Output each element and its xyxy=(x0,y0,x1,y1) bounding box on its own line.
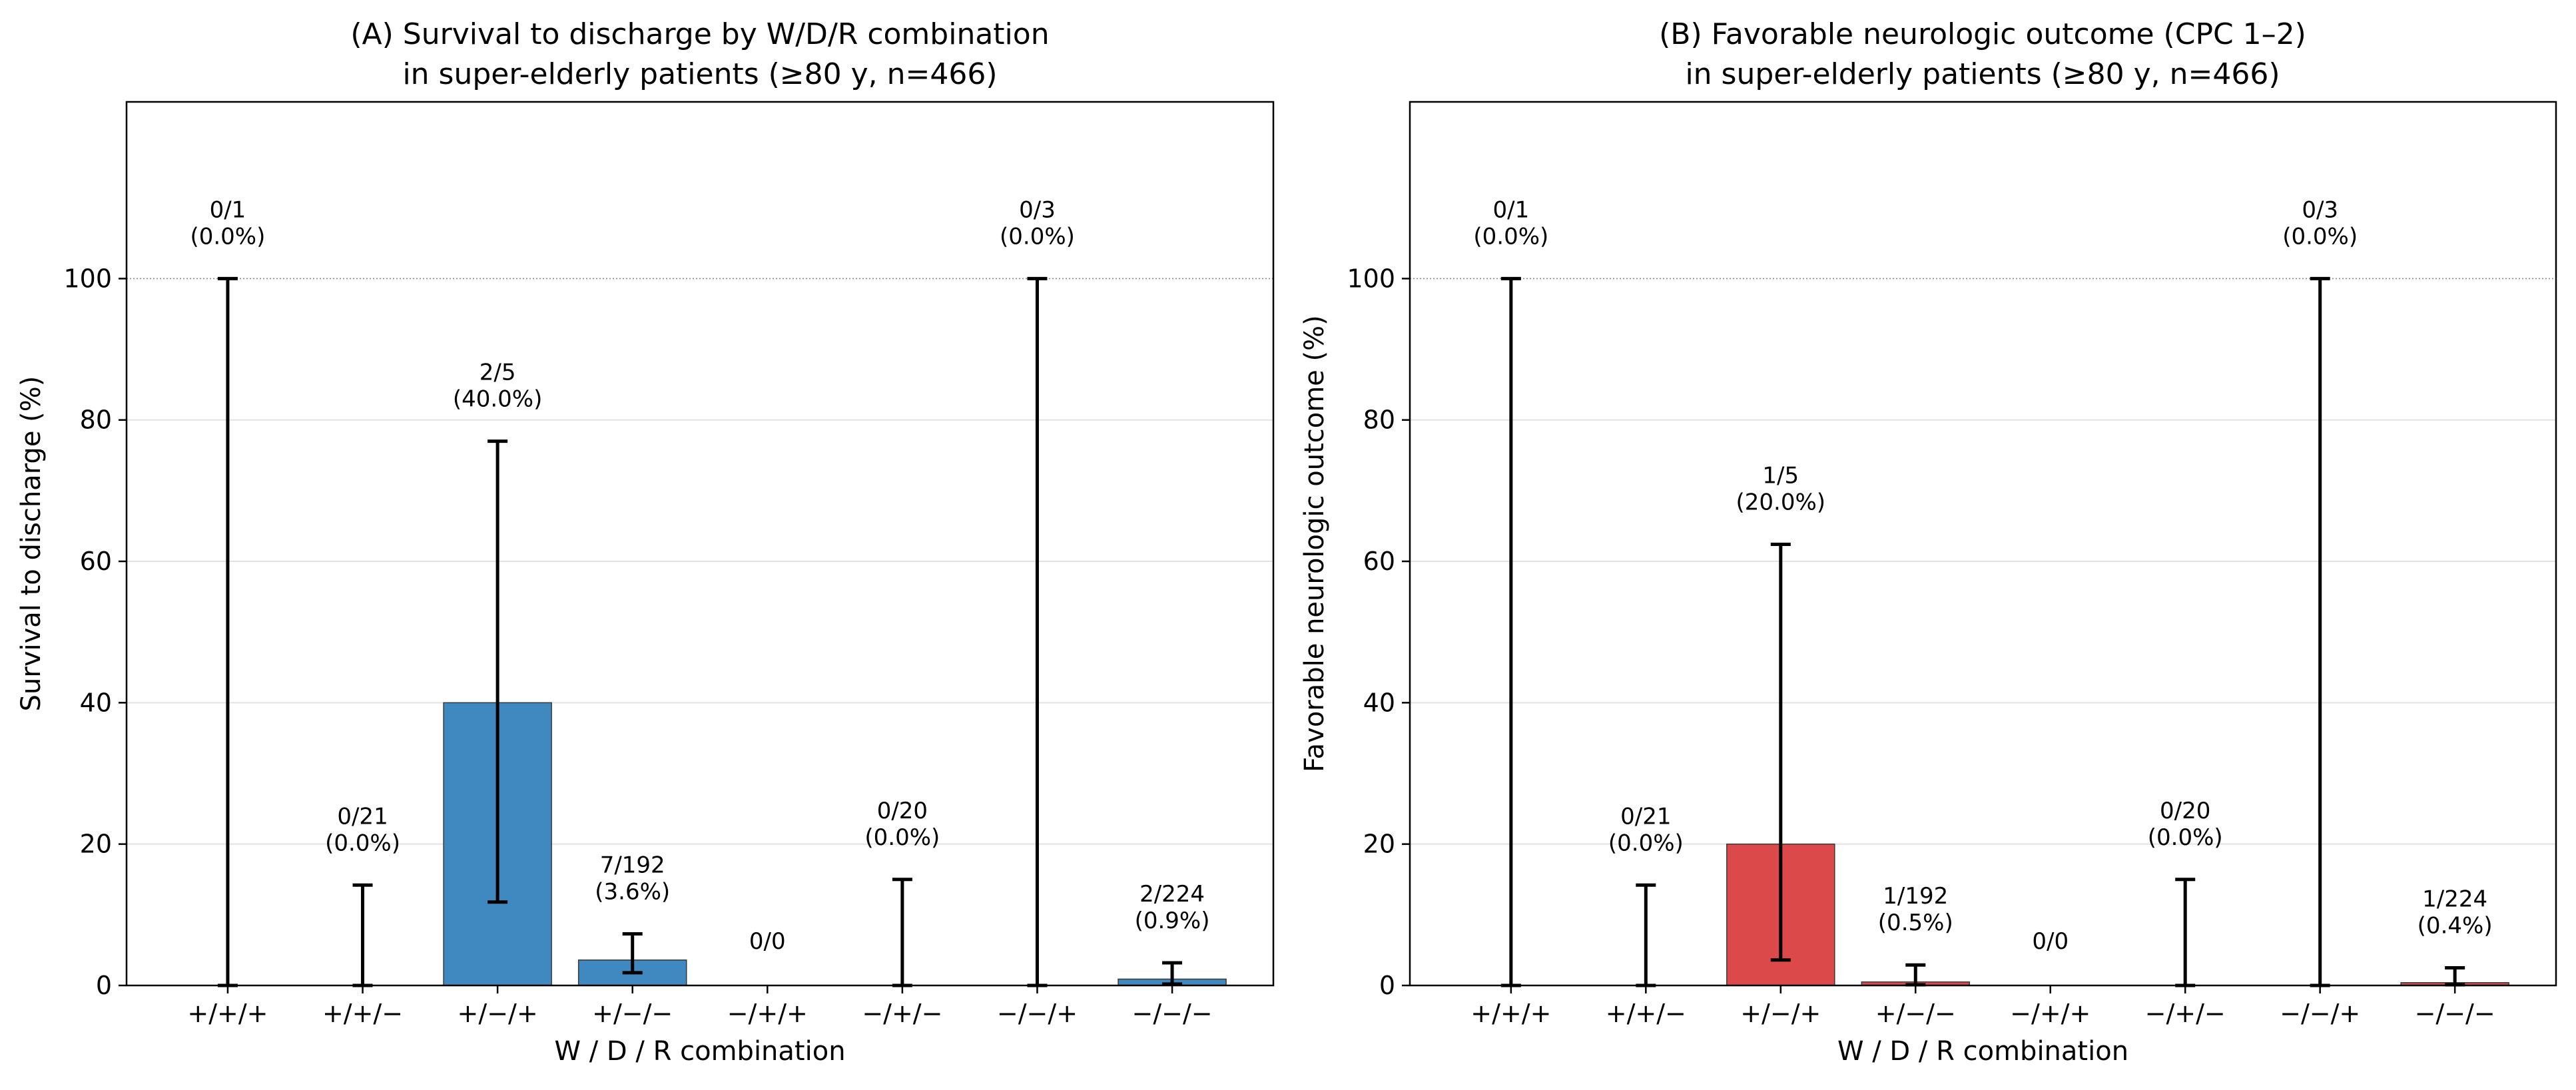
y-tick-label: 100 xyxy=(63,264,112,293)
x-tick-label: +/−/+ xyxy=(1740,999,1821,1028)
chart-title: (A) Survival to discharge by W/D/R combi… xyxy=(350,17,1049,51)
y-tick-label: 80 xyxy=(80,406,112,435)
data-label: 1/224 (0.4%) xyxy=(2417,886,2493,939)
data-label: 0/21 (0.0%) xyxy=(1608,803,1684,856)
data-label: 0/21 (0.0%) xyxy=(325,803,400,856)
error-bar xyxy=(892,878,912,987)
y-tick-label: 0 xyxy=(96,971,112,1000)
error-bar xyxy=(1500,276,1521,987)
x-tick-label: −/+/+ xyxy=(2010,999,2091,1028)
x-tick-label: −/+/− xyxy=(862,999,942,1028)
x-tick-label: −/+/+ xyxy=(727,999,808,1028)
y-tick-label: 80 xyxy=(1363,406,1395,435)
y-tick-label: 20 xyxy=(80,830,112,859)
y-tick-label: 60 xyxy=(80,547,112,576)
chart-title: (B) Favorable neurologic outcome (CPC 1–… xyxy=(1659,17,2306,51)
chart-subtitle: in super-elderly patients (≥80 y, n=466) xyxy=(1685,57,2280,91)
panel-a: 0/1 (0.0%) 0/21 (0.0%) 2/5 (40.0%) 7/192 (3.6%)… xyxy=(16,17,1275,1067)
plot-frame xyxy=(1409,101,2557,987)
y-tick-label: 0 xyxy=(1379,971,1395,1000)
data-label: 7/192 (3.6%) xyxy=(595,852,670,906)
x-tick-label: −/−/− xyxy=(1131,999,1212,1028)
y-tick-label: 60 xyxy=(1363,547,1395,576)
x-tick-label: +/−/− xyxy=(1875,999,1956,1028)
y-tick-label: 40 xyxy=(80,688,112,717)
x-tick-label: +/−/− xyxy=(592,999,673,1028)
data-label: 0/20 (0.0%) xyxy=(2148,798,2223,851)
error-bar xyxy=(622,932,643,975)
chart-subtitle: in super-elderly patients (≥80 y, n=466) xyxy=(402,57,997,91)
y-tick-label: 100 xyxy=(1347,264,1395,293)
data-label: 1/5 (20.0%) xyxy=(1736,463,1826,516)
x-tick-label: +/+/+ xyxy=(187,999,268,1028)
error-bar xyxy=(352,883,373,987)
x-tick-label: +/+/− xyxy=(1606,999,1686,1028)
y-tick-label: 40 xyxy=(1363,688,1395,717)
data-label: 0/1 (0.0%) xyxy=(1473,196,1548,250)
error-bar xyxy=(487,439,508,904)
data-label: 0/1 (0.0%) xyxy=(190,196,265,250)
error-bar xyxy=(1770,543,1791,962)
x-tick-label: −/+/− xyxy=(2145,999,2226,1028)
x-tick-label: −/−/− xyxy=(2415,999,2495,1028)
data-label: 2/224 (0.9%) xyxy=(1135,881,1210,934)
x-axis-label: W / D / R combination xyxy=(1837,1036,2128,1067)
y-axis-label: Favorable neurologic outcome (%) xyxy=(1299,315,1330,772)
error-bar xyxy=(1636,883,1656,987)
error-bar xyxy=(2175,878,2196,987)
x-tick-label: −/−/+ xyxy=(997,999,1078,1028)
error-bar xyxy=(1027,276,1048,987)
data-label: 0/0 xyxy=(749,928,786,955)
x-tick-label: +/+/− xyxy=(322,999,403,1028)
x-tick-label: −/−/+ xyxy=(2280,999,2360,1028)
x-axis-label: W / D / R combination xyxy=(554,1036,845,1067)
plot-frame xyxy=(125,101,1275,987)
x-tick-label: +/+/+ xyxy=(1470,999,1551,1028)
data-label: 0/3 (0.0%) xyxy=(1000,196,1075,250)
data-label: 0/0 xyxy=(2032,928,2069,955)
panel-b: 0/1 (0.0%) 0/21 (0.0%) 1/5 (20.0%) 1/192 (0.5%)… xyxy=(1299,17,2557,1067)
data-label: 2/5 (40.0%) xyxy=(453,360,543,413)
error-bar xyxy=(1162,961,1183,986)
y-tick-label: 20 xyxy=(1363,830,1395,859)
error-bar xyxy=(2310,276,2330,987)
x-tick-label: +/−/+ xyxy=(458,999,538,1028)
error-bar xyxy=(217,276,238,987)
y-axis-label: Survival to discharge (%) xyxy=(16,376,47,712)
data-label: 1/192 (0.5%) xyxy=(1878,883,1953,936)
data-label: 0/20 (0.0%) xyxy=(864,798,940,851)
data-label: 0/3 (0.0%) xyxy=(2282,196,2358,250)
